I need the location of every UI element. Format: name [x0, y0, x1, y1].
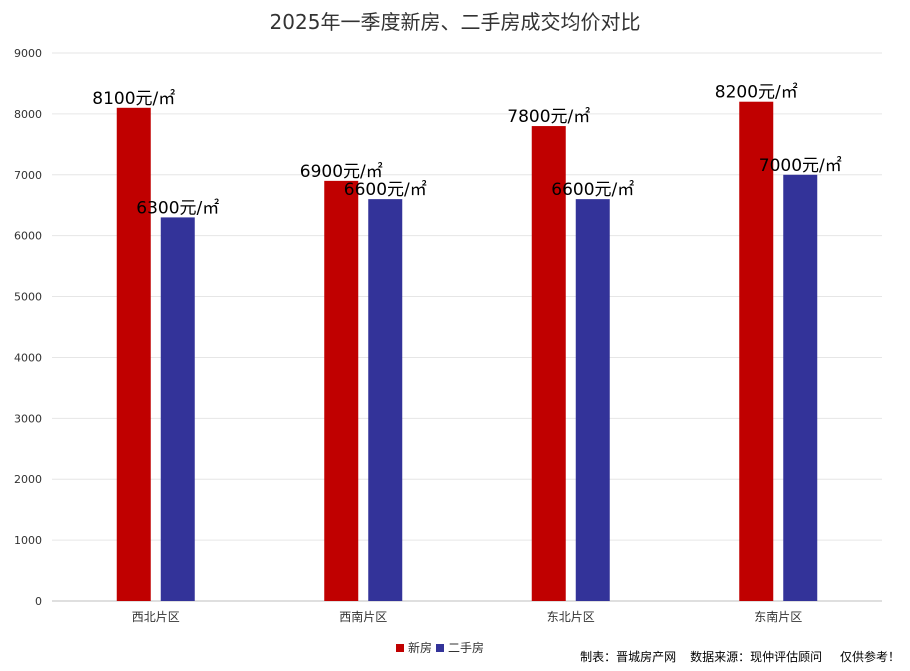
y-tick-label: 5000	[14, 291, 42, 304]
legend-swatch-second	[436, 643, 445, 652]
bar	[368, 199, 403, 601]
bar	[324, 180, 359, 601]
bar	[783, 174, 818, 601]
bar	[160, 217, 195, 601]
y-tick-label: 4000	[14, 351, 42, 364]
footer-note: 仅供参考！	[839, 650, 900, 664]
footer-source: 数据来源：现仲评估顾问	[690, 650, 823, 664]
legend-label-second: 二手房	[448, 641, 485, 655]
x-tick-label: 东南片区	[754, 609, 802, 624]
data-label: 6300元/㎡	[136, 198, 219, 218]
y-tick-label: 1000	[14, 534, 42, 547]
data-label: 6600元/㎡	[344, 180, 427, 200]
footer-author: 制表：晋城房产网	[580, 650, 677, 664]
y-tick-label: 6000	[14, 230, 42, 243]
legend: 新房 二手房	[396, 639, 488, 656]
y-tick-label: 2000	[14, 473, 42, 486]
chart-title: 2025年一季度新房、二手房成交均价对比	[269, 10, 641, 34]
y-tick-label: 0	[35, 595, 42, 608]
data-label: 8200元/㎡	[715, 83, 798, 103]
bar	[575, 199, 610, 601]
data-label: 8100元/㎡	[92, 89, 175, 109]
data-label: 7800元/㎡	[507, 107, 590, 127]
legend-item-new[interactable]: 新房	[396, 639, 432, 656]
legend-label-new: 新房	[408, 641, 433, 655]
x-tick-label: 西南片区	[339, 609, 387, 624]
data-label: 6600元/㎡	[551, 180, 634, 200]
y-tick-label: 7000	[14, 169, 42, 182]
y-tick-label: 9000	[14, 47, 42, 60]
y-tick-label: 8000	[14, 108, 42, 121]
data-label: 6900元/㎡	[300, 162, 383, 182]
legend-swatch-new	[396, 643, 404, 652]
bar	[531, 126, 566, 602]
footer-credit: 制表：晋城房产网 数据来源：现仲评估顾问 仅供参考！	[580, 648, 900, 665]
bar	[116, 107, 151, 602]
x-tick-label: 西北片区	[132, 610, 180, 624]
bar	[739, 101, 774, 601]
data-label: 7000元/㎡	[759, 156, 842, 176]
x-tick-label: 东北片区	[547, 610, 595, 624]
y-tick-label: 3000	[14, 412, 42, 425]
legend-item-second[interactable]: 二手房	[436, 639, 484, 656]
